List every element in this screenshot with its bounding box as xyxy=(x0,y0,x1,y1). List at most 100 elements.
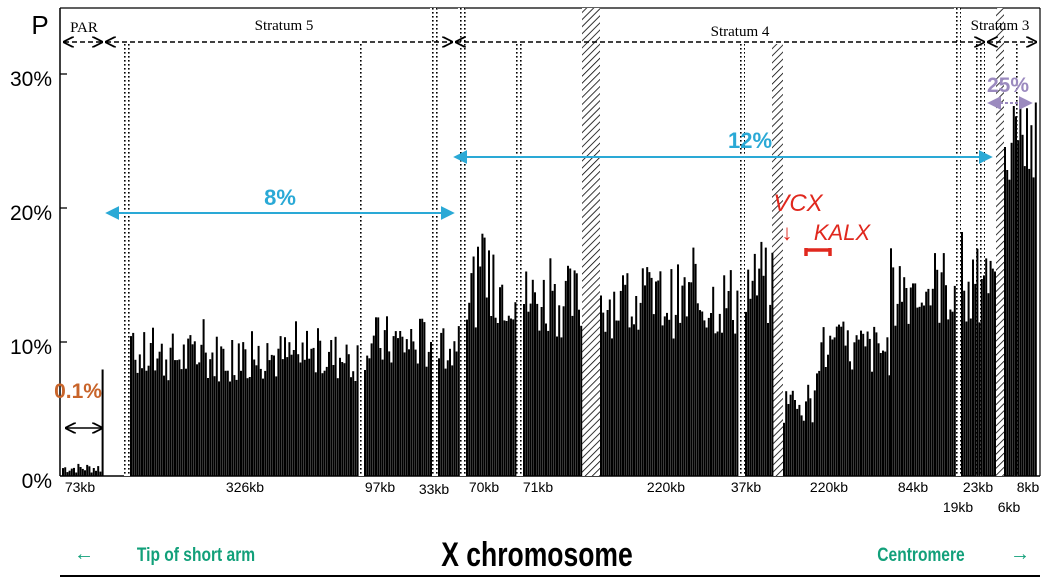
data-bar xyxy=(802,420,805,476)
data-bar xyxy=(455,351,458,476)
data-bar xyxy=(75,472,78,476)
data-bar xyxy=(453,341,456,476)
data-bar xyxy=(399,331,402,476)
data-bar xyxy=(1026,108,1028,476)
data-bar xyxy=(379,348,382,476)
size-label: 70kb xyxy=(469,479,500,495)
data-bar xyxy=(277,348,280,476)
data-bar xyxy=(1015,116,1017,477)
data-bar xyxy=(321,373,324,476)
data-bar xyxy=(753,253,756,476)
data-bar xyxy=(646,267,649,476)
data-bar xyxy=(575,273,578,476)
stratum-label-4: Stratum 4 xyxy=(711,24,770,40)
data-bar xyxy=(760,241,763,476)
data-bar xyxy=(503,320,506,476)
data-bar xyxy=(641,268,644,476)
data-bar xyxy=(785,391,788,476)
data-bar xyxy=(835,326,838,476)
data-bar xyxy=(703,320,706,476)
data-bar xyxy=(264,370,267,476)
y-axis-title: P xyxy=(31,10,48,40)
data-bar xyxy=(630,316,633,476)
data-bar xyxy=(972,259,974,476)
data-bar xyxy=(235,379,238,476)
data-bar xyxy=(936,269,939,476)
data-bar xyxy=(542,279,545,476)
data-bar xyxy=(862,333,865,476)
data-bar xyxy=(951,311,954,476)
data-bar xyxy=(794,400,796,476)
size-label: 326kb xyxy=(226,479,264,495)
data-bar xyxy=(154,370,157,476)
data-bar xyxy=(756,295,758,476)
data-bar xyxy=(527,311,530,476)
data-bar xyxy=(890,248,892,476)
gap-region xyxy=(954,8,961,476)
data-bar xyxy=(297,354,300,476)
gene-kalx-label: KALX xyxy=(814,220,872,245)
data-bar xyxy=(383,330,386,476)
size-label: 220kb xyxy=(810,479,848,495)
right-arrow-icon: → xyxy=(1010,543,1030,565)
data-bar xyxy=(134,359,137,476)
data-bar xyxy=(696,303,699,476)
data-bar xyxy=(791,390,794,476)
data-bar xyxy=(88,466,91,476)
data-bar xyxy=(829,335,832,476)
data-bar xyxy=(319,340,322,476)
data-bar xyxy=(796,408,799,476)
gap-region xyxy=(430,8,438,476)
segment-size-labels: 73kb 326kb 97kb 33kb 70kb 71kb 220kb 37k… xyxy=(65,479,1040,515)
data-bar xyxy=(674,314,677,476)
y-tick-label: 0% xyxy=(22,470,52,493)
data-bar xyxy=(209,359,212,476)
data-bar xyxy=(940,272,943,476)
data-bar xyxy=(1030,125,1033,476)
data-bar xyxy=(947,319,950,476)
data-bar xyxy=(350,377,352,476)
data-bar xyxy=(182,344,185,476)
data-bar xyxy=(892,267,895,476)
data-bar xyxy=(390,362,393,476)
data-bar xyxy=(877,343,880,476)
data-bar xyxy=(813,390,816,476)
data-bar xyxy=(481,233,484,476)
size-label: 73kb xyxy=(65,479,96,495)
gap-region xyxy=(976,44,985,476)
data-bar xyxy=(914,283,917,476)
data-bar xyxy=(562,306,565,476)
data-bar xyxy=(650,277,653,476)
data-bar xyxy=(156,358,159,476)
data-bar xyxy=(366,355,369,476)
data-bar xyxy=(807,384,810,476)
data-bar xyxy=(62,468,64,476)
data-bar xyxy=(617,320,620,476)
data-bar xyxy=(405,339,408,476)
data-bar xyxy=(718,313,721,476)
data-bar xyxy=(147,365,150,476)
data-bar xyxy=(953,285,956,476)
size-label: 220kb xyxy=(647,479,685,495)
data-bar xyxy=(694,263,697,476)
data-bar xyxy=(800,415,803,476)
kalx-bracket xyxy=(804,248,832,256)
data-bar xyxy=(710,313,712,476)
data-bar xyxy=(619,290,622,476)
data-bar xyxy=(368,358,371,476)
gap-region xyxy=(458,8,466,476)
par-rate-label: 0.1% xyxy=(54,380,102,403)
data-bar xyxy=(189,335,192,476)
data-bar xyxy=(912,283,914,476)
data-bar xyxy=(136,372,139,476)
data-bar xyxy=(237,343,240,476)
data-bar xyxy=(328,351,330,476)
data-bar xyxy=(712,286,715,476)
data-bar xyxy=(657,280,660,476)
data-bar xyxy=(425,366,428,476)
data-bar xyxy=(494,317,497,476)
data-bar xyxy=(180,369,183,476)
data-bar xyxy=(866,331,869,476)
data-bar xyxy=(699,310,701,476)
stratum-label-3: Stratum 3 xyxy=(971,18,1030,34)
